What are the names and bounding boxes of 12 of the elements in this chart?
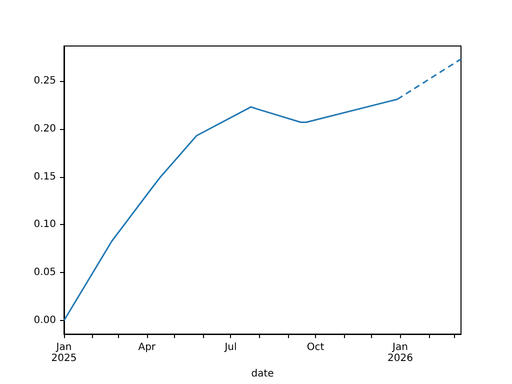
y-tick-label: 0.20 [34,123,56,134]
y-tick-label: 0.25 [34,76,56,87]
x-tick-label: Oct [306,342,324,354]
x-tick-label: Jan 2025 [51,342,77,364]
y-tick-label: 0.05 [34,267,56,278]
x-axis-title: date [251,368,274,380]
y-tick-label: 0.00 [34,315,56,326]
x-tick-label: Apr [138,342,156,354]
x-tick-label: Jan 2026 [387,342,413,364]
x-tick-label: Jul [224,342,237,354]
y-tick-label: 0.10 [34,219,56,230]
y-tick-label: 0.15 [34,171,56,182]
